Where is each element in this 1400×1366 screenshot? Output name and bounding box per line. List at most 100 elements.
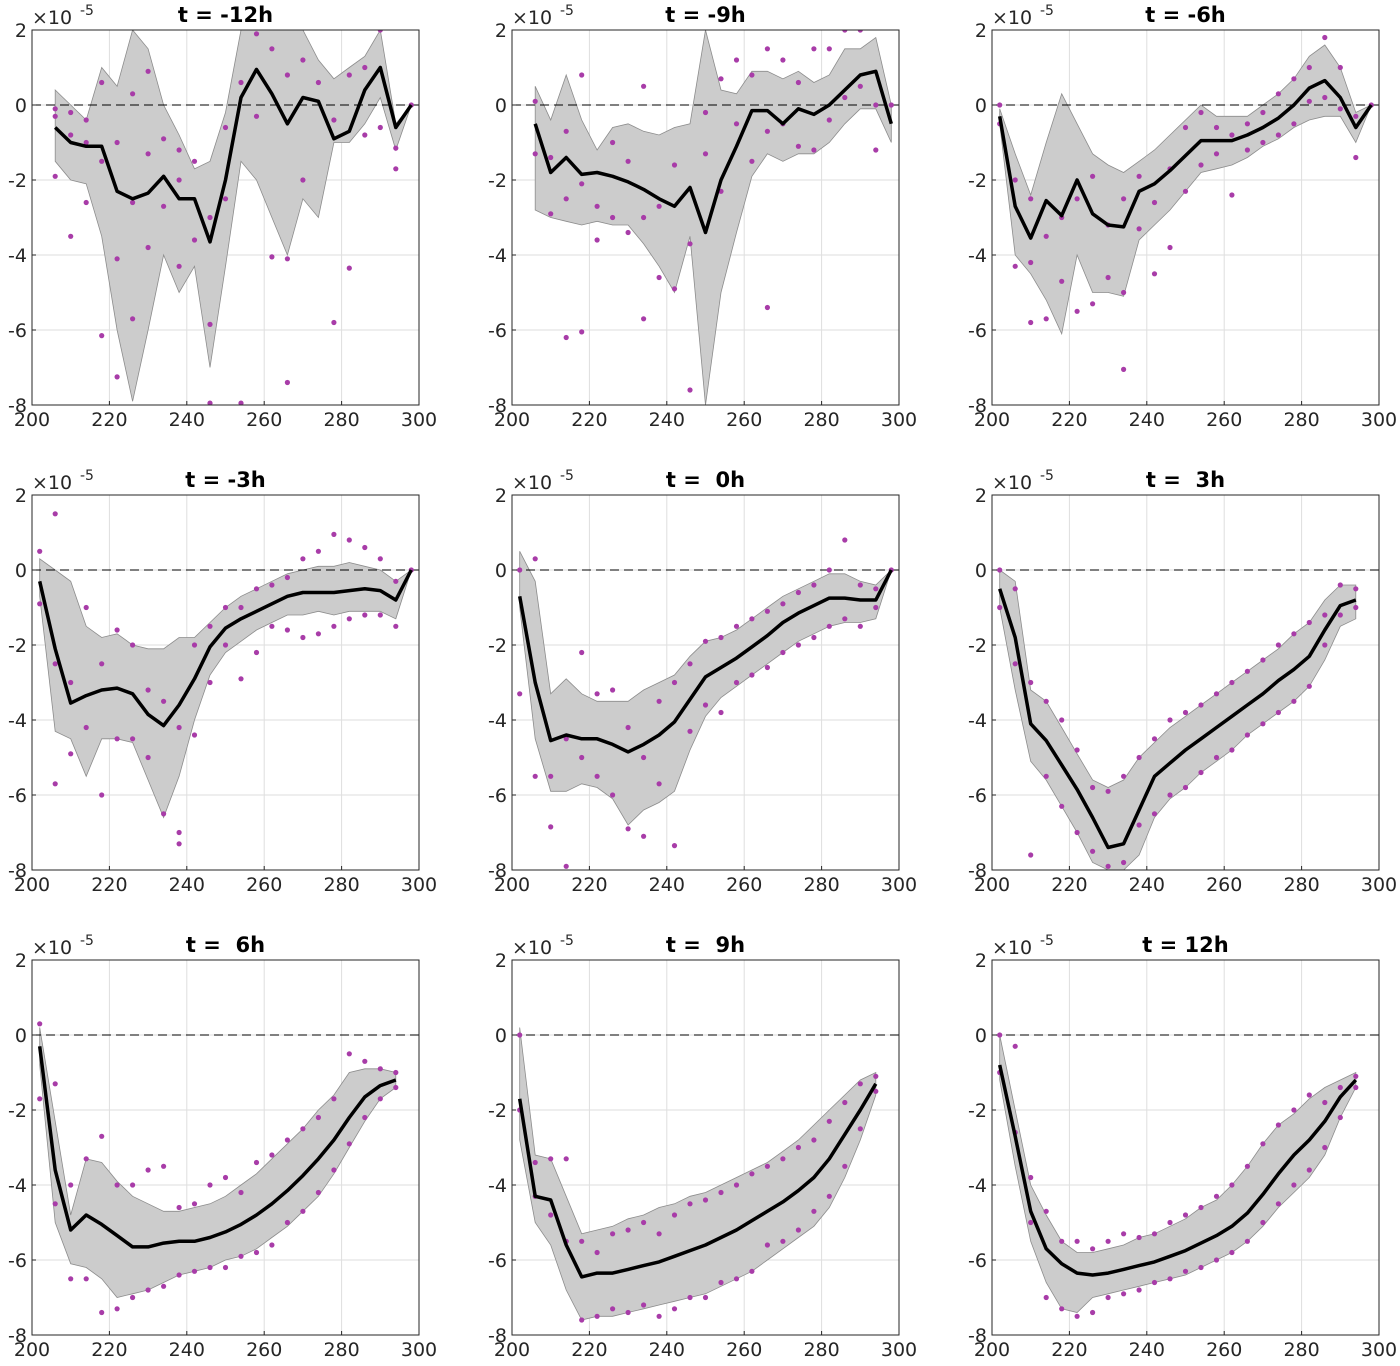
data-point <box>207 680 212 685</box>
data-point <box>1013 586 1018 591</box>
data-point <box>1322 1145 1327 1150</box>
data-point <box>842 537 847 542</box>
y-tick-label: -2 <box>968 635 987 657</box>
data-point <box>1245 1164 1250 1169</box>
x-tick-label: 220 <box>571 1339 607 1361</box>
data-point <box>1183 710 1188 715</box>
data-point <box>1338 106 1343 111</box>
x-tick-label: 300 <box>1361 409 1397 431</box>
data-point <box>115 1182 120 1187</box>
x-tick-label: 240 <box>649 1339 685 1361</box>
data-point <box>1106 864 1111 869</box>
data-point <box>672 1212 677 1217</box>
y-exponent-power: -5 <box>560 468 574 484</box>
data-point <box>130 736 135 741</box>
data-point <box>1167 245 1172 250</box>
data-point <box>146 755 151 760</box>
data-point <box>84 1276 89 1281</box>
data-point <box>37 601 42 606</box>
data-point <box>796 590 801 595</box>
data-point <box>703 151 708 156</box>
data-point <box>657 204 662 209</box>
data-point <box>579 329 584 334</box>
data-point <box>1229 680 1234 685</box>
data-point <box>641 834 646 839</box>
data-point <box>533 556 538 561</box>
data-point <box>1152 736 1157 741</box>
y-tick-label: -6 <box>968 1250 987 1272</box>
y-tick-label: -6 <box>8 1250 27 1272</box>
data-point <box>285 627 290 632</box>
data-point <box>347 266 352 271</box>
data-point <box>734 57 739 62</box>
data-point <box>873 1074 878 1079</box>
data-point <box>1013 177 1018 182</box>
data-point <box>177 177 182 182</box>
data-point <box>780 601 785 606</box>
data-point <box>548 155 553 160</box>
x-tick-label: 220 <box>571 874 607 896</box>
data-point <box>873 605 878 610</box>
data-point <box>780 1156 785 1161</box>
data-point <box>53 511 58 516</box>
data-point <box>533 1160 538 1165</box>
y-exponent-power: -5 <box>560 3 574 19</box>
data-point <box>997 102 1002 107</box>
data-point <box>146 69 151 74</box>
data-point <box>68 680 73 685</box>
data-point <box>362 612 367 617</box>
y-tick-label: 0 <box>975 560 987 582</box>
data-point <box>626 725 631 730</box>
data-point <box>192 1201 197 1206</box>
data-point <box>564 1156 569 1161</box>
data-point <box>548 1212 553 1217</box>
data-point <box>641 755 646 760</box>
y-tick-label: -4 <box>8 710 27 732</box>
data-point <box>1013 264 1018 269</box>
x-tick-label: 220 <box>1051 1339 1087 1361</box>
data-point <box>1229 1250 1234 1255</box>
data-point <box>1137 822 1142 827</box>
data-point <box>595 1250 600 1255</box>
data-point <box>718 1190 723 1195</box>
data-point <box>533 774 538 779</box>
data-point <box>331 320 336 325</box>
y-exponent-label: ×10 <box>512 7 552 29</box>
data-point <box>1183 785 1188 790</box>
x-tick-label: 260 <box>726 874 762 896</box>
x-tick-label: 220 <box>1051 874 1087 896</box>
data-point <box>1260 1220 1265 1225</box>
y-tick-label: -4 <box>968 710 987 732</box>
data-point <box>1152 1231 1157 1236</box>
data-point <box>703 110 708 115</box>
data-point <box>1353 605 1358 610</box>
data-point <box>1137 755 1142 760</box>
data-point <box>1121 367 1126 372</box>
data-point <box>1183 189 1188 194</box>
data-point <box>254 650 259 655</box>
panel-title: t = 9h <box>666 933 745 957</box>
y-tick-label: -6 <box>968 785 987 807</box>
x-tick-label: 220 <box>91 1339 127 1361</box>
data-point <box>765 46 770 51</box>
x-tick-label: 260 <box>1206 1339 1242 1361</box>
data-point <box>207 322 212 327</box>
data-point <box>827 46 832 51</box>
data-point <box>889 102 894 107</box>
data-point <box>1152 200 1157 205</box>
data-point <box>238 1254 243 1259</box>
data-point <box>254 586 259 591</box>
data-point <box>718 1280 723 1285</box>
y-tick-label: -4 <box>8 1175 27 1197</box>
data-point <box>223 642 228 647</box>
x-tick-label: 300 <box>401 874 437 896</box>
data-point <box>1059 279 1064 284</box>
data-point <box>285 575 290 580</box>
data-point <box>842 616 847 621</box>
x-tick-label: 240 <box>1129 1339 1165 1361</box>
data-point <box>115 736 120 741</box>
data-point <box>378 125 383 130</box>
data-point <box>858 1081 863 1086</box>
data-point <box>749 616 754 621</box>
data-point <box>780 57 785 62</box>
